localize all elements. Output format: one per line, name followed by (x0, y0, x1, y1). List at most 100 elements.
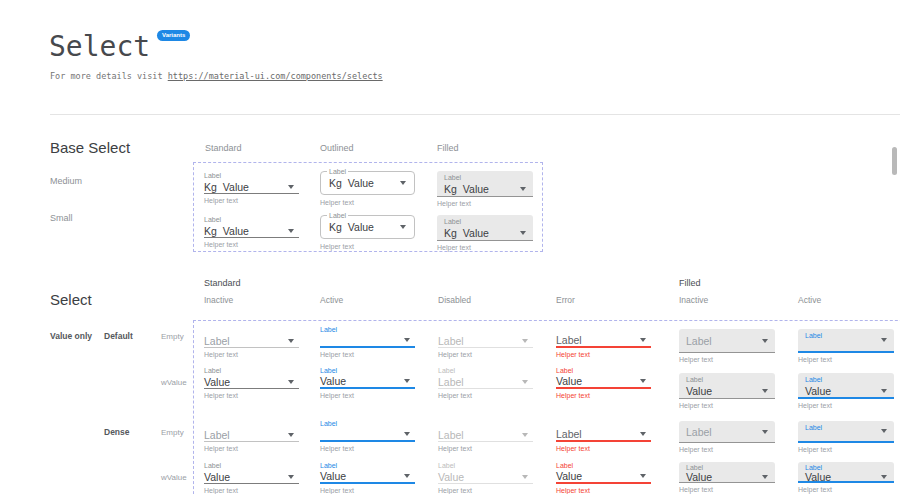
select-label-caption: Label (320, 366, 415, 375)
select-placeholder: Label (686, 335, 712, 347)
select-input[interactable]: Label KgValue (437, 215, 533, 241)
row-state-empty: Empty (161, 332, 184, 341)
select-input[interactable]: Label Value (798, 373, 894, 399)
select-value: Value (320, 470, 346, 482)
select-label-caption: Label (438, 461, 533, 470)
select-label-caption: Label (320, 325, 415, 334)
select-input[interactable]: Label (798, 421, 894, 443)
dropdown-arrow-icon (400, 225, 406, 229)
dropdown-arrow-icon (522, 339, 528, 343)
select-value: Value (463, 227, 489, 239)
select-input[interactable]: Label KgValue (320, 171, 415, 195)
select-placeholder: Label (556, 334, 582, 346)
select-standard-error-empty-dense: Label Helper text (556, 419, 651, 453)
select-input[interactable]: Value (320, 470, 415, 484)
select-label-caption: Label (805, 423, 887, 432)
select-input[interactable]: Value (438, 470, 533, 484)
select-input[interactable]: KgValue (204, 224, 299, 238)
vertical-scrollbar-thumb[interactable] (892, 147, 897, 175)
helper-text: Helper text (437, 200, 533, 208)
select-value: Value (348, 221, 374, 233)
select-input[interactable]: Value (320, 375, 415, 389)
state-header-error: Error (556, 295, 575, 305)
helper-text: Helper text (204, 197, 299, 205)
dropdown-arrow-icon (881, 389, 887, 393)
select-placeholder: Label (204, 429, 230, 441)
select-value: Value (348, 177, 374, 189)
dropdown-arrow-icon (762, 430, 768, 434)
select-standard-inactive-empty-dense: Label Helper text (204, 419, 299, 453)
select-value: Value (686, 385, 712, 397)
select-input[interactable]: Label (679, 421, 775, 443)
dropdown-arrow-icon (288, 229, 294, 233)
select-input[interactable]: Label (556, 428, 651, 442)
select-label-caption: Label (556, 366, 651, 375)
dropdown-arrow-icon (288, 380, 294, 384)
col-header-standard: Standard (205, 143, 242, 153)
helper-text: Helper text (798, 356, 894, 364)
helper-text: Helper text (679, 446, 775, 454)
select-input[interactable]: Label (204, 334, 299, 348)
select-input[interactable]: Label Value (798, 462, 894, 483)
select-standard-inactive-empty: Label Helper text (204, 325, 299, 359)
dropdown-arrow-icon (762, 389, 768, 393)
col-header-outlined: Outlined (320, 143, 354, 153)
select-value: Value (805, 385, 831, 397)
state-header-active: Active (320, 295, 343, 305)
select-value: Value (556, 375, 582, 387)
helper-text: Helper text (320, 392, 415, 400)
select-filled-active-empty-dense: Label Helper text (798, 421, 894, 454)
helper-text: Helper text (204, 241, 299, 249)
select-input[interactable] (320, 428, 415, 442)
select-input[interactable]: Label KgValue (320, 215, 415, 239)
select-standard-active-empty: Label Helper text (320, 325, 415, 359)
select-label-caption: Label (204, 461, 299, 470)
helper-text: Helper text (320, 487, 415, 494)
select-input[interactable]: KgValue (204, 180, 299, 194)
select-input[interactable]: Label Value (679, 373, 775, 399)
helper-text: Helper text (438, 487, 533, 494)
dropdown-arrow-icon (400, 181, 406, 185)
dropdown-arrow-icon (404, 432, 410, 436)
intro-line: For more details visit https://material-… (50, 71, 383, 81)
select-standard-active-wvalue: Label Value Helper text (320, 366, 415, 400)
select-heading: Select (50, 291, 92, 308)
component-group-outline (193, 320, 900, 494)
helper-text: Helper text (204, 351, 299, 359)
select-value: Value (223, 225, 249, 237)
dropdown-arrow-icon (288, 185, 294, 189)
select-input[interactable]: Label (438, 334, 533, 348)
select-filled-inactive-wvalue: Label Value Helper text (679, 373, 775, 410)
dropdown-arrow-icon (520, 231, 526, 235)
state-header-inactive: Inactive (204, 295, 233, 305)
select-value: Value (204, 376, 230, 388)
helper-text: Helper text (204, 487, 299, 494)
base-select-outlined-small: Label KgValue Helper text (320, 211, 415, 251)
select-input[interactable]: Label (438, 428, 533, 442)
select-input[interactable]: Value (204, 470, 299, 484)
select-label-caption: Label (320, 461, 415, 470)
select-input[interactable]: Label (438, 375, 533, 389)
select-input[interactable]: Label KgValue (437, 171, 533, 197)
select-input[interactable]: Label (556, 334, 651, 348)
select-input[interactable]: Value (204, 375, 299, 389)
intro-text: For more details visit (50, 71, 168, 81)
select-label-caption: Label (438, 366, 533, 375)
select-label-caption: Label (327, 167, 348, 176)
select-placeholder: Label (686, 426, 712, 438)
helper-text: Helper text (320, 351, 415, 359)
select-label-caption: Label (556, 461, 651, 470)
select-standard-error-wvalue-dense: Label Value Helper text (556, 461, 651, 494)
select-input[interactable]: Value (556, 375, 651, 389)
select-input[interactable]: Label Value (679, 462, 775, 483)
helper-text: Helper text (556, 392, 651, 400)
state-header-filled-active: Active (798, 295, 821, 305)
select-input[interactable] (320, 334, 415, 348)
select-input[interactable]: Label (679, 329, 775, 353)
select-input[interactable]: Value (556, 470, 651, 484)
base-select-standard-medium: Label KgValue Helper text (204, 171, 299, 205)
select-input[interactable]: Label (204, 428, 299, 442)
docs-link[interactable]: https://material-ui.com/components/selec… (168, 71, 383, 81)
select-input[interactable]: Label (798, 329, 894, 353)
dropdown-arrow-icon (288, 433, 294, 437)
